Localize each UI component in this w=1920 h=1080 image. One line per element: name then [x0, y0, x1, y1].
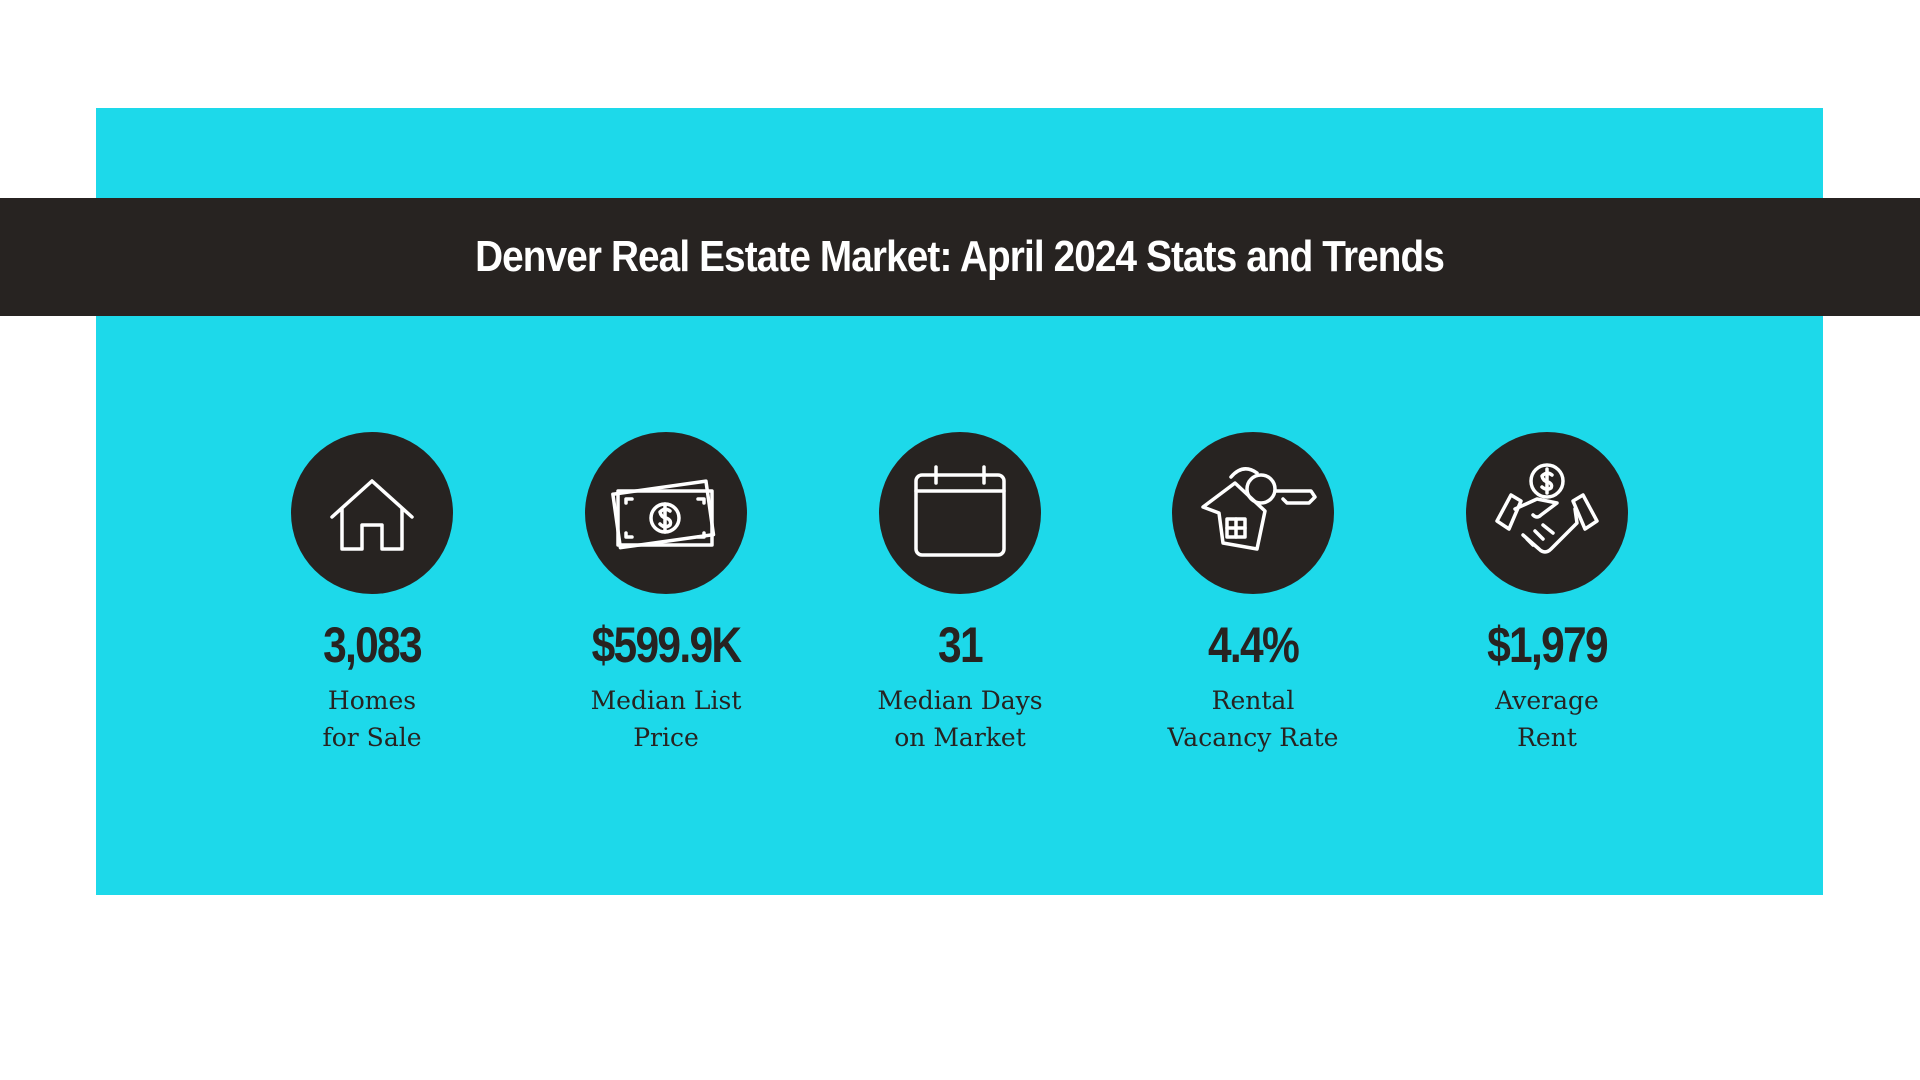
stat-label-line: Rental [1211, 686, 1295, 715]
stat-label-line: Price [633, 723, 699, 752]
stat-label-line: Average [1495, 686, 1599, 715]
stat-label-line: Vacancy Rate [1167, 723, 1339, 752]
stat-label: Average Rent [1417, 682, 1677, 756]
stat-value: 4.4% [1207, 617, 1300, 673]
stat-label-line: on Market [894, 723, 1026, 752]
stat: 3,083 Homes for Sale [242, 432, 502, 756]
title-band: Denver Real Estate Market: April 2024 St… [0, 198, 1920, 316]
stat: $1,979 Average Rent [1417, 432, 1677, 756]
stat-value: $1,979 [1487, 617, 1608, 673]
stat: 31 Median Days on Market [830, 432, 1090, 756]
stat: 4.4% Rental Vacancy Rate [1123, 432, 1383, 756]
stat-value: 31 [938, 617, 984, 673]
stat-icon [1466, 432, 1628, 594]
stat-label: Homes for Sale [242, 682, 502, 756]
stat-label-line: Median List [590, 686, 742, 715]
stat-value: $599.9K [591, 617, 742, 673]
stat-icon [291, 432, 453, 594]
title: Denver Real Estate Market: April 2024 St… [475, 232, 1446, 281]
stat-icon [1172, 432, 1334, 594]
stat: $599.9K Median List Price [536, 432, 796, 756]
stat-icon [879, 432, 1041, 594]
stat-label-line: Homes [327, 686, 417, 715]
stat-label: Median Days on Market [830, 682, 1090, 756]
stat-label: Median List Price [536, 682, 796, 756]
stat-label-line: Rent [1517, 723, 1577, 752]
stat-value: 3,083 [323, 617, 423, 673]
stat-label-line: Median Days [877, 686, 1043, 715]
stat-label: Rental Vacancy Rate [1123, 682, 1383, 756]
stat-label-line: for Sale [322, 723, 422, 752]
stat-icon [585, 432, 747, 594]
